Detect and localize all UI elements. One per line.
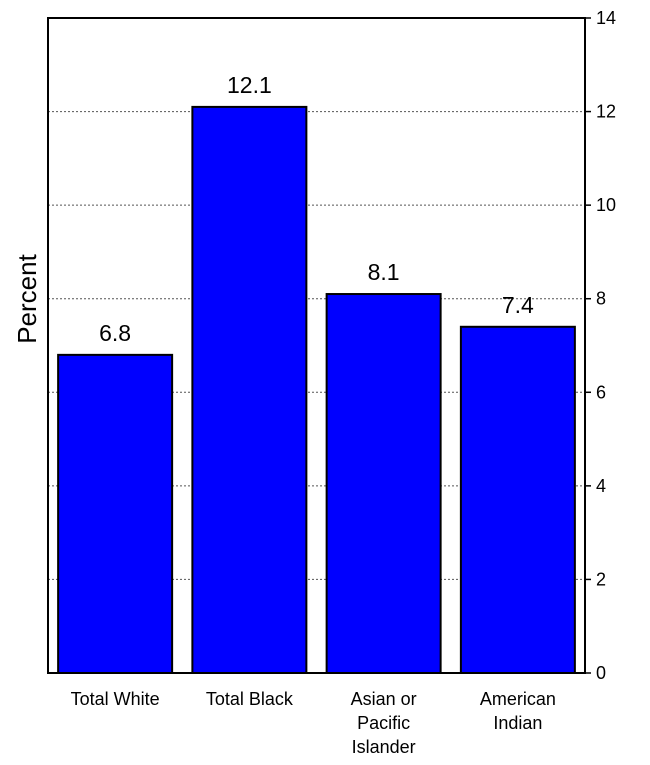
bars — [57, 105, 576, 674]
x-category-label: American Indian — [480, 689, 556, 733]
bar — [57, 353, 174, 674]
data-labels: 6.8 12.1 8.1 7.4 — [99, 72, 534, 346]
y-tick-label: 6 — [596, 382, 606, 402]
y-tick-label: 4 — [596, 476, 606, 496]
x-category-label: Asian or Pacific Islander — [351, 689, 417, 757]
bar — [325, 293, 442, 674]
data-label: 6.8 — [99, 320, 131, 346]
y-tick-label: 2 — [596, 569, 606, 589]
bar — [459, 325, 576, 674]
y-tick-label: 10 — [596, 195, 616, 215]
y-tick-label: 14 — [596, 8, 616, 28]
data-label: 8.1 — [368, 259, 400, 285]
y-tick-label: 8 — [596, 289, 606, 309]
plot-frame — [47, 17, 586, 674]
data-label: 12.1 — [227, 72, 272, 98]
y-axis-ticks: 0 2 4 6 8 10 12 14 — [585, 8, 616, 683]
y-tick-label: 0 — [596, 663, 606, 683]
x-category-label: Total White — [71, 689, 160, 709]
y-tick-label: 12 — [596, 102, 616, 122]
bar — [191, 105, 308, 674]
x-axis-labels: Total White Total Black Asian or Pacific Isl… — [71, 689, 556, 757]
y-axis-label: Percent — [12, 253, 42, 343]
x-category-label: Total Black — [206, 689, 294, 709]
data-label: 7.4 — [502, 292, 534, 318]
